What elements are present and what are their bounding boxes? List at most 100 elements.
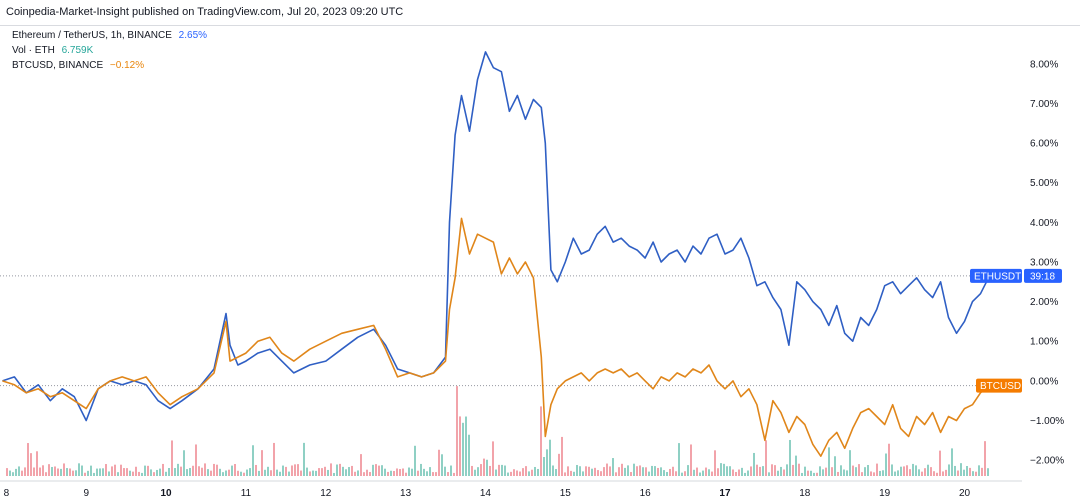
volume-bar (90, 465, 92, 476)
volume-bar (45, 472, 47, 476)
legend-row-vol[interactable]: Vol · ETH 6.759K (12, 43, 207, 58)
volume-bar (792, 464, 794, 476)
volume-bar (852, 465, 854, 476)
volume-bar (600, 471, 602, 476)
volume-bar (744, 472, 746, 476)
volume-bar (390, 470, 392, 476)
volume-bar (918, 469, 920, 476)
volume-bar (705, 467, 707, 476)
volume-bar (312, 470, 314, 476)
volume-bar (756, 464, 758, 476)
volume-bar (330, 463, 332, 476)
volume-bar (651, 465, 653, 476)
btc-series-line (2, 217, 993, 457)
volume-bar (114, 464, 116, 476)
volume-bar (876, 463, 878, 476)
volume-bar (495, 469, 497, 476)
volume-bar (264, 469, 266, 476)
volume-bar (318, 468, 320, 476)
volume-bar (240, 471, 242, 476)
legend-btc-label: BTCUSD, BINANCE (12, 60, 104, 71)
volume-bar (480, 464, 482, 476)
series-lines (2, 51, 993, 457)
volume-bar (747, 470, 749, 476)
volume-bar (633, 463, 635, 476)
volume-bar (15, 468, 17, 476)
volume-bar (552, 465, 554, 476)
volume-bar (459, 416, 461, 476)
volume-bar (438, 449, 440, 476)
volume-bar (873, 472, 875, 476)
volume-bar (489, 465, 491, 476)
volume-bar (801, 472, 803, 476)
volume-bar (621, 463, 623, 476)
volume-bar (84, 472, 86, 476)
volume-bar (588, 466, 590, 476)
volume-bar (54, 466, 56, 476)
time-axis[interactable]: 8 9 10 11 12 13 14 15 16 17 18 19 20 (4, 488, 971, 499)
volume-bar (375, 464, 377, 476)
volume-bar (192, 465, 194, 476)
volume-bar (897, 470, 899, 476)
volume-bar (678, 443, 680, 476)
volume-bar (153, 472, 155, 476)
volume-bar (231, 465, 233, 476)
volume-bar (6, 468, 8, 476)
volume-bar (864, 467, 866, 476)
volume-bar (828, 447, 830, 476)
x-tick-label: 16 (640, 488, 652, 499)
volume-bar (282, 465, 284, 476)
volume-bar (738, 469, 740, 476)
volume-bar (786, 464, 788, 476)
volume-bar (300, 470, 302, 476)
legend-row-btc[interactable]: BTCUSD, BINANCE −0.12% (12, 58, 207, 73)
price-axis[interactable]: 8.00% 7.00% 6.00% 5.00% 4.00% 3.00% 2.00% 1.00%… (1030, 59, 1064, 466)
volume-bar (642, 467, 644, 476)
volume-bar (627, 465, 629, 476)
volume-bar (294, 464, 296, 476)
volume-bar (669, 468, 671, 476)
btc-price-tag (976, 378, 1022, 393)
volume-bar (894, 471, 896, 476)
volume-bar (978, 465, 980, 476)
volume-bar (354, 471, 356, 476)
volume-bar (564, 472, 566, 476)
volume-bar (189, 467, 191, 476)
volume-bar (444, 466, 446, 476)
volume-bar (879, 470, 881, 476)
volume-bar (48, 464, 50, 476)
volume-bar (762, 466, 764, 476)
volume-bar (957, 470, 959, 476)
volume-bar (789, 439, 791, 476)
x-tick-label: 11 (241, 488, 252, 499)
volume-bar (714, 450, 716, 476)
volume-bar (426, 471, 428, 476)
y-tick-label: 2.00% (1030, 297, 1058, 308)
price-chart[interactable]: 8.00% 7.00% 6.00% 5.00% 4.00% 3.00% 2.00% 1.00%… (0, 26, 1080, 503)
volume-bar (414, 445, 416, 476)
volume-bar (258, 470, 260, 476)
volume-bar (324, 466, 326, 476)
volume-bar (186, 469, 188, 476)
volume-bar (987, 468, 989, 476)
volume-bar (261, 450, 263, 476)
volume-bar (603, 467, 605, 476)
eth-countdown-tag (1024, 268, 1062, 283)
volume-bar (546, 449, 548, 476)
volume-bar (165, 471, 167, 476)
volume-bar (969, 467, 971, 476)
volume-bar (273, 442, 275, 476)
volume-bar (723, 463, 725, 476)
volume-bar (816, 472, 818, 476)
legend-row-eth[interactable]: Ethereum / TetherUS, 1h, BINANCE 2.65% (12, 28, 207, 43)
volume-bar (447, 472, 449, 476)
y-tick-label: 8.00% (1030, 59, 1058, 70)
x-tick-label: 8 (4, 488, 10, 499)
volume-bar (906, 465, 908, 476)
volume-bar (387, 471, 389, 476)
volume-bar (981, 467, 983, 476)
volume-bar (693, 469, 695, 476)
volume-bar (699, 472, 701, 476)
volume-bar (306, 467, 308, 476)
volume-bar (399, 469, 401, 476)
